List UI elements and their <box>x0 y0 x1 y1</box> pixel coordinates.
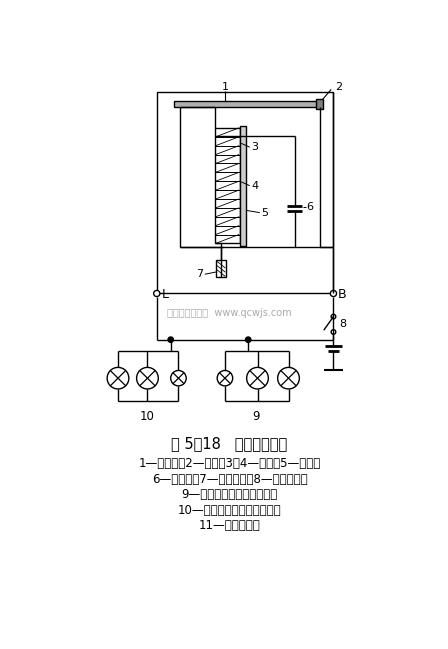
Text: 6: 6 <box>306 202 313 212</box>
Text: 4: 4 <box>251 180 258 191</box>
Circle shape <box>107 367 129 389</box>
Circle shape <box>217 371 233 386</box>
Text: 汽车维修技术网  www.qcwjs.com: 汽车维修技术网 www.qcwjs.com <box>167 308 292 318</box>
Circle shape <box>278 367 299 389</box>
Circle shape <box>247 367 268 389</box>
Text: 9—右转向信号灯和指示灯；: 9—右转向信号灯和指示灯； <box>181 488 278 501</box>
Circle shape <box>171 371 186 386</box>
Text: 10: 10 <box>140 410 155 423</box>
Text: L: L <box>161 288 168 300</box>
Bar <box>215 128 240 243</box>
Circle shape <box>154 290 160 297</box>
Circle shape <box>246 337 251 343</box>
Text: 1—弹簧片；2—触点；3、4—线圈；5—铁心；: 1—弹簧片；2—触点；3、4—线圈；5—铁心； <box>138 458 321 471</box>
Circle shape <box>331 314 336 319</box>
Text: 6—电容器；7—灭弧电阻；8—电源开关；: 6—电容器；7—灭弧电阻；8—电源开关； <box>152 473 307 486</box>
Bar <box>157 92 333 293</box>
Text: 11—转向灯开关: 11—转向灯开关 <box>199 519 260 532</box>
Circle shape <box>137 367 158 389</box>
Bar <box>216 260 226 277</box>
Bar <box>174 101 321 107</box>
Bar <box>316 99 323 108</box>
Text: 7: 7 <box>196 269 203 279</box>
Text: 10—左转向信号灯和指示灯；: 10—左转向信号灯和指示灯； <box>178 504 281 517</box>
Text: 8: 8 <box>339 319 346 329</box>
Text: 3: 3 <box>251 142 258 152</box>
Circle shape <box>168 337 173 343</box>
Text: 图 5．18   电容式闪光器: 图 5．18 电容式闪光器 <box>172 436 288 451</box>
Text: B: B <box>338 288 347 300</box>
Circle shape <box>331 330 336 334</box>
Text: 5: 5 <box>261 208 268 217</box>
Text: 1: 1 <box>221 82 228 92</box>
Circle shape <box>330 290 336 297</box>
Text: 9: 9 <box>252 410 260 423</box>
Bar <box>240 126 246 246</box>
Text: 2: 2 <box>335 82 342 92</box>
